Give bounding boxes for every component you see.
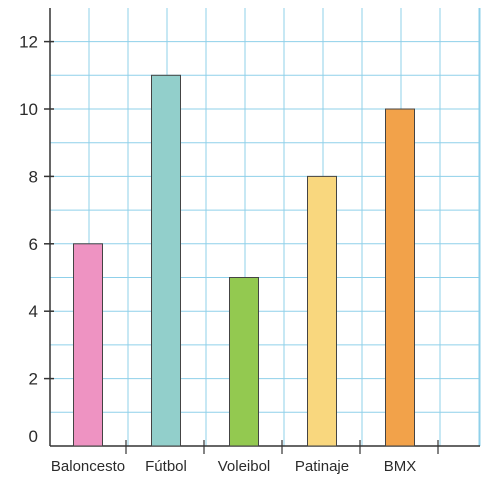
y-tick-label: 0 — [29, 427, 38, 446]
bar-baloncesto — [73, 243, 103, 447]
x-tick-label: Fútbol — [145, 458, 187, 475]
x-tick-label: BMX — [384, 458, 417, 475]
chart-bars — [73, 74, 415, 447]
x-axis-ticks: Baloncesto Fútbol Voleibol Patinaje BMX — [51, 440, 439, 475]
chart-grid — [50, 8, 481, 446]
x-tick-label: Patinaje — [295, 458, 349, 475]
y-axis-ticks: 0 2 4 6 8 10 12 — [19, 33, 54, 446]
bar-voleibol — [229, 277, 259, 447]
y-tick-label: 8 — [29, 167, 38, 186]
y-tick-label: 10 — [19, 100, 38, 119]
bar-bmx — [385, 108, 415, 447]
bar-f-tbol — [151, 74, 181, 447]
chart-axes — [49, 8, 480, 447]
bar-patinaje — [307, 175, 337, 447]
y-tick-label: 4 — [29, 302, 38, 321]
y-tick-label: 2 — [29, 370, 38, 389]
x-tick-label: Baloncesto — [51, 458, 125, 475]
y-tick-label: 6 — [29, 235, 38, 254]
x-tick-label: Voleibol — [218, 458, 271, 475]
y-tick-label: 12 — [19, 33, 38, 52]
